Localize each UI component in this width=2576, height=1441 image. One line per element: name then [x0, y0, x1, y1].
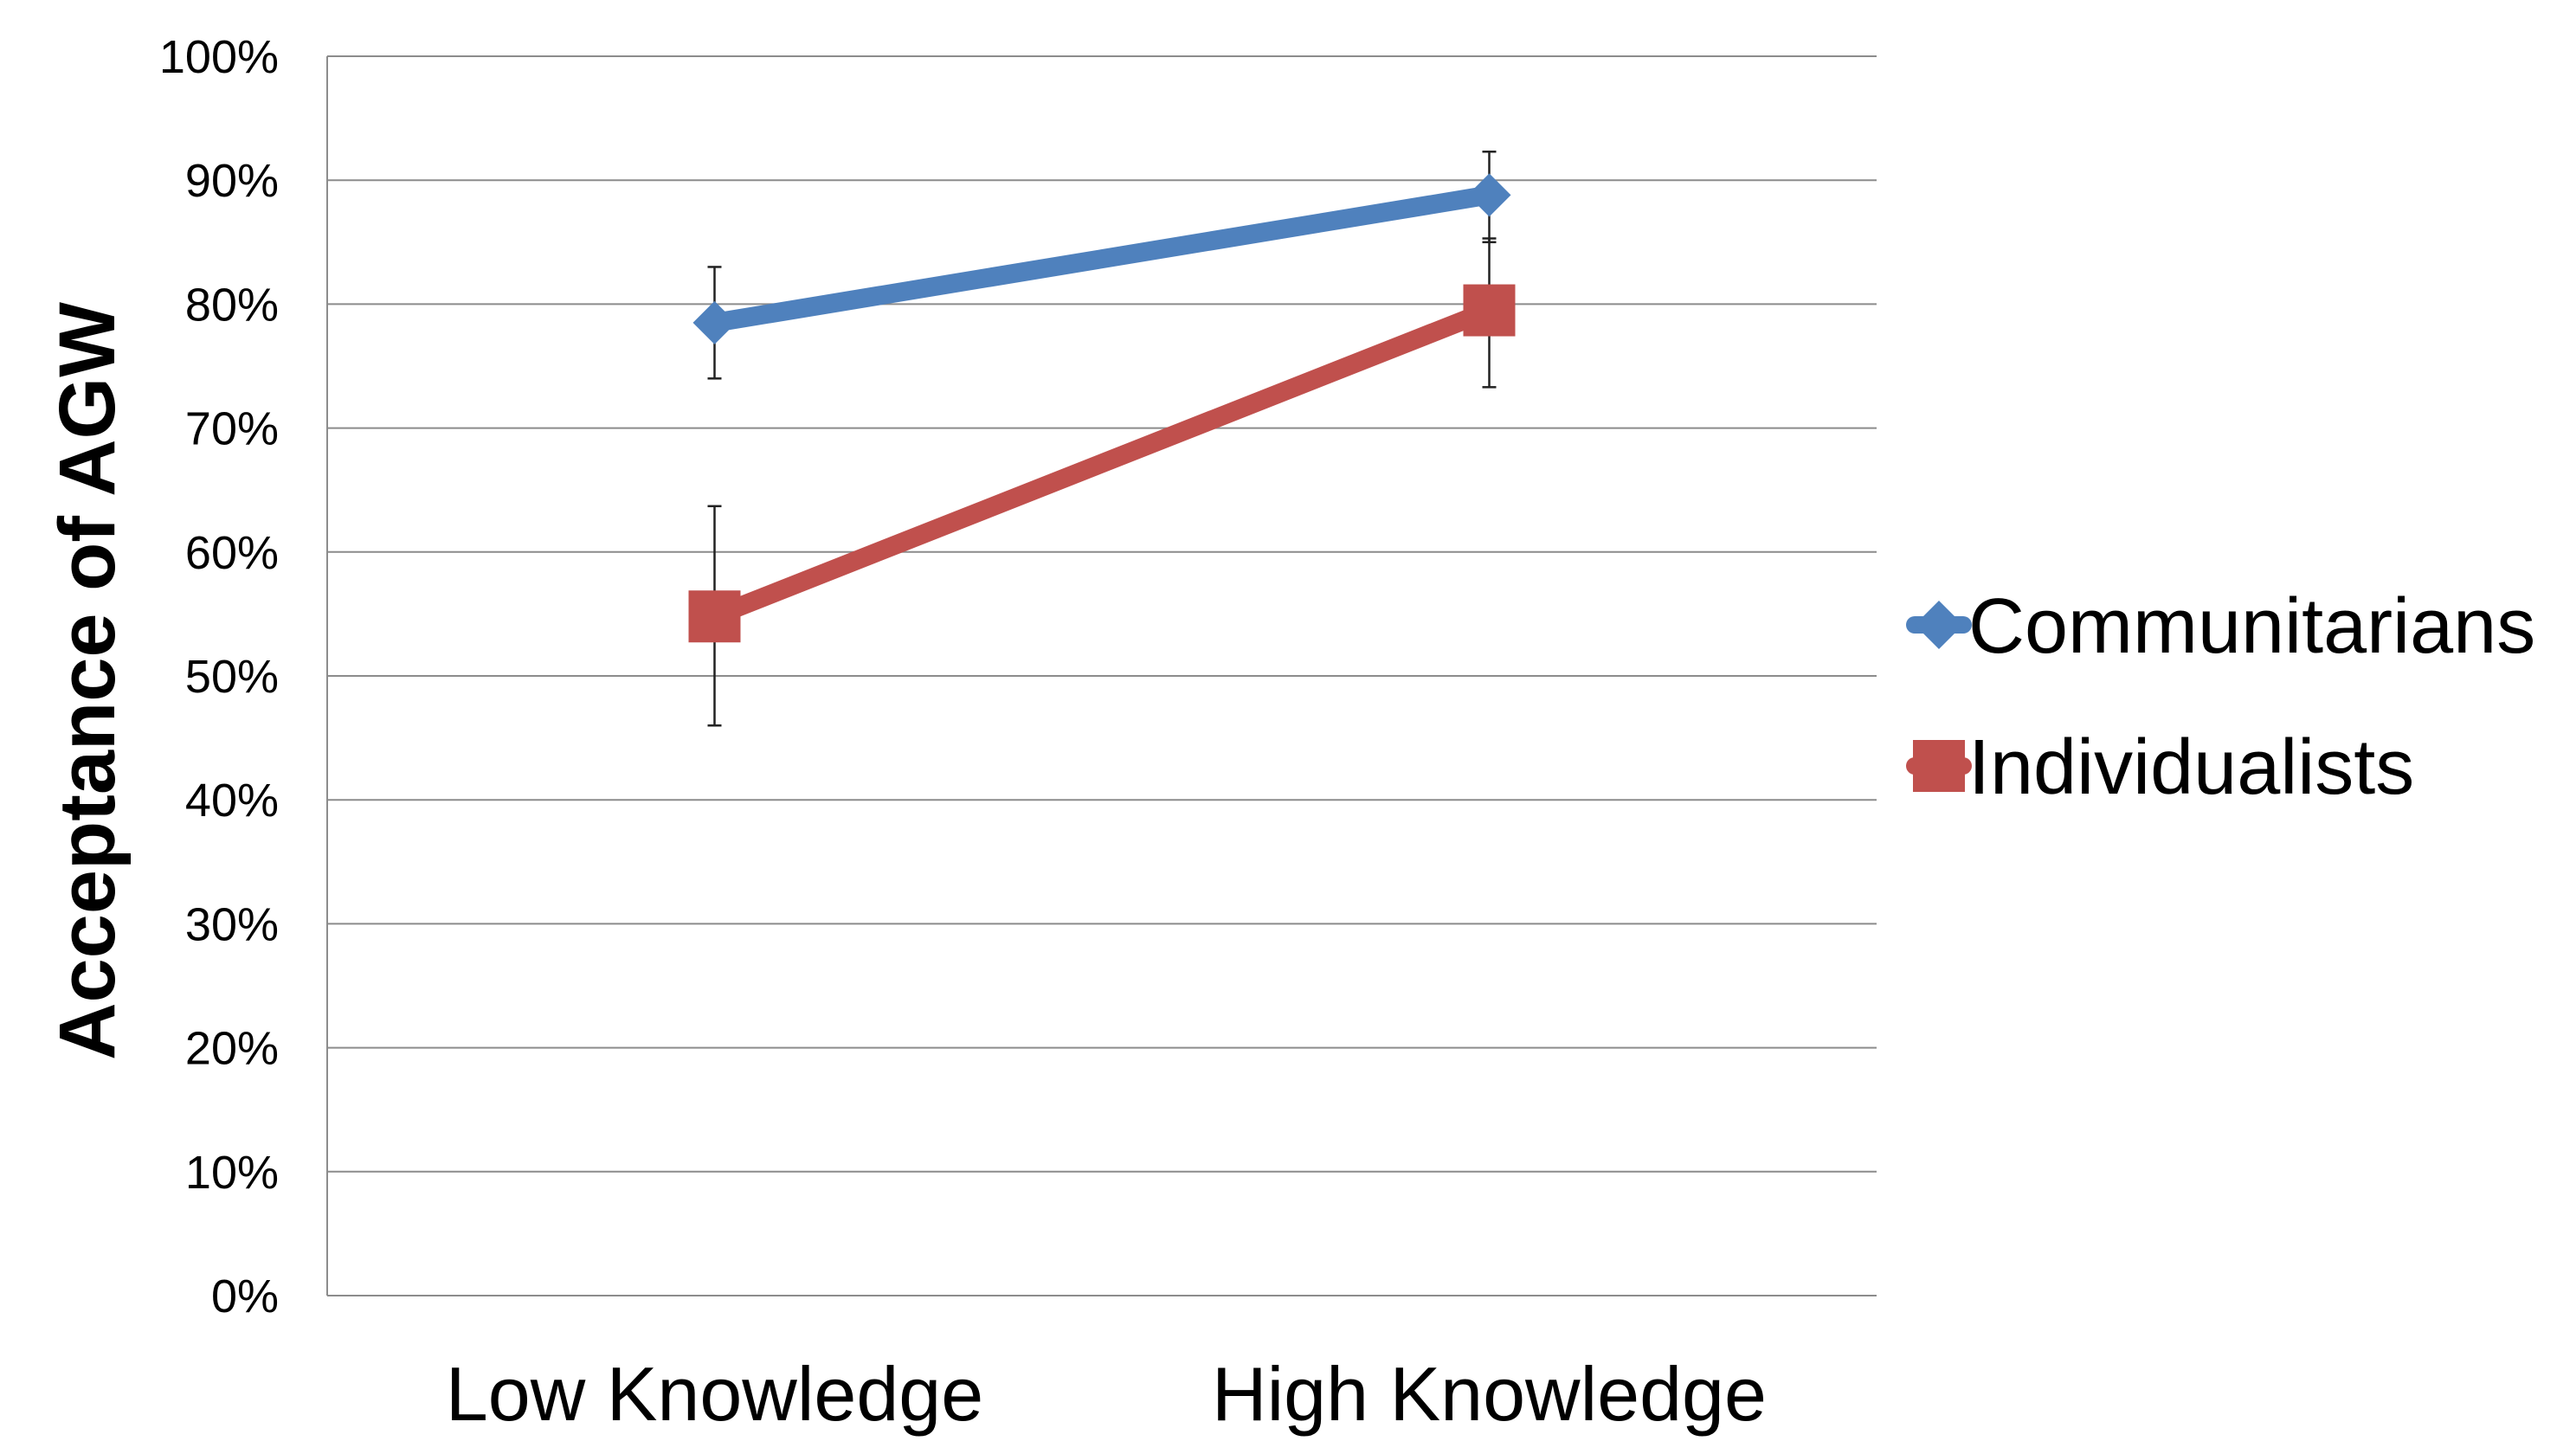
y-tick-label: 100% [159, 31, 279, 83]
series-line [712, 185, 1491, 332]
y-tick-label: 30% [185, 898, 279, 950]
legend-marker [1915, 601, 1963, 649]
series-group [688, 151, 1516, 727]
y-tick-label: 50% [185, 651, 279, 703]
x-category-label: High Knowledge [1212, 1351, 1767, 1437]
y-tick-label: 10% [185, 1147, 279, 1199]
legend-label: Communitarians [1968, 583, 2535, 670]
y-tick-label: 40% [185, 775, 279, 827]
x-category-label: Low Knowledge [446, 1351, 983, 1437]
y-tick-label: 60% [185, 527, 279, 579]
x-category-labels: Low Knowledge High Knowledge [446, 1351, 1767, 1437]
y-axis-label: Acceptance of AGW [43, 302, 132, 1060]
data-point [688, 590, 741, 643]
legend: Communitarians Individualists [1906, 583, 2535, 811]
series-individualists [688, 237, 1516, 727]
y-tick-label: 90% [185, 155, 279, 207]
legend-item: Communitarians [1906, 583, 2535, 670]
legend-item: Individualists [1906, 724, 2414, 811]
y-tick-label: 20% [185, 1023, 279, 1075]
y-tick-label: 80% [185, 279, 279, 331]
y-tick-labels: 0% 10% 20% 30% 40% 50% 60% 70% 80% 90% 100% [159, 31, 279, 1322]
data-point [1467, 173, 1511, 217]
series-communitarians [692, 151, 1511, 380]
data-point [692, 300, 737, 344]
gridlines [327, 55, 1877, 1173]
data-point [1463, 284, 1516, 337]
series-line [711, 301, 1493, 626]
y-tick-label: 0% [211, 1271, 279, 1322]
y-tick-label: 70% [185, 403, 279, 455]
legend-label: Individualists [1968, 724, 2414, 811]
legend-marker [1913, 740, 1965, 792]
axes [326, 56, 1877, 1296]
